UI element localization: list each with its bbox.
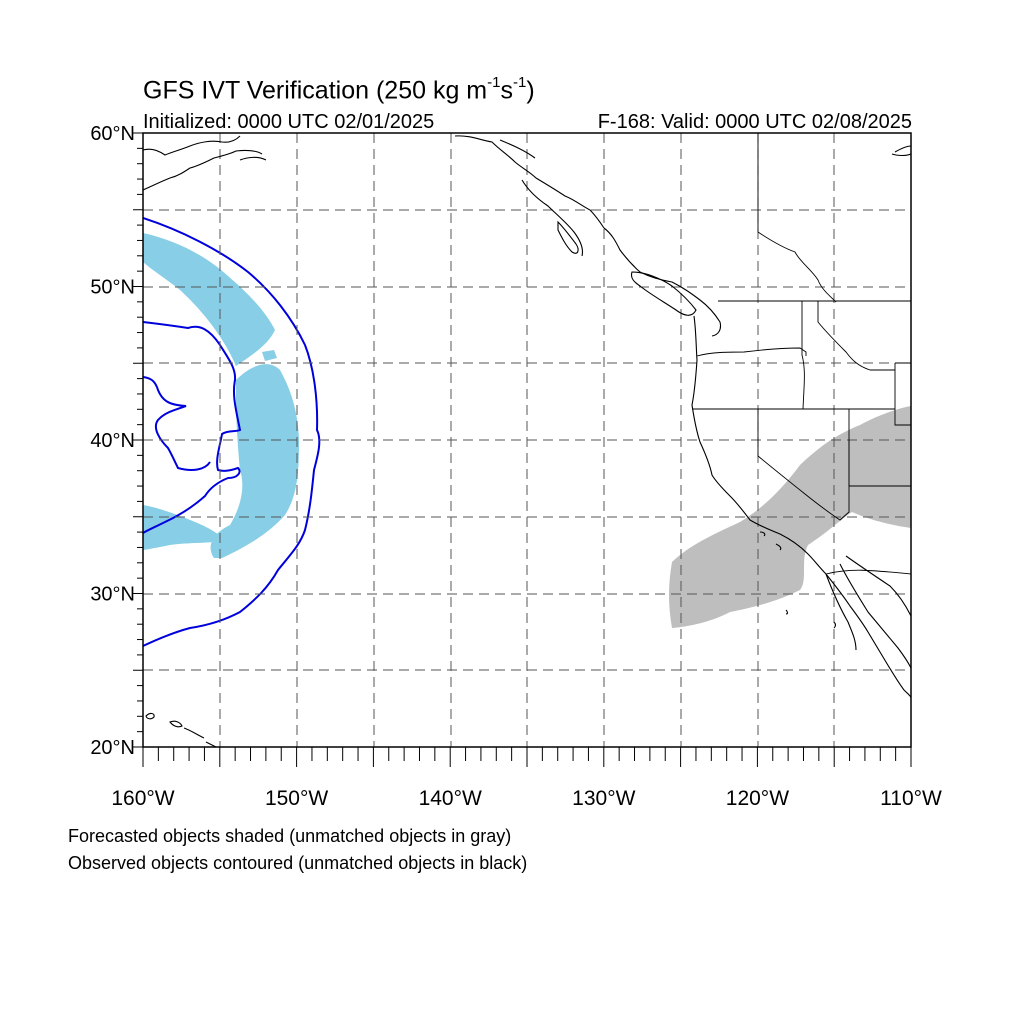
channel-islands bbox=[759, 531, 837, 629]
latitude-labels: 60°N 50°N 40°N 30°N 20°N bbox=[90, 123, 135, 759]
us-west-coast bbox=[691, 315, 857, 651]
utah-arizona-border bbox=[848, 440, 911, 487]
arizona-sonora-border bbox=[825, 569, 911, 575]
lat-tick-label: 40°N bbox=[90, 430, 135, 452]
haida-gwaii bbox=[557, 220, 579, 254]
observed-contour-outer bbox=[143, 217, 321, 647]
observed-contour-inner bbox=[143, 321, 242, 534]
lon-tick-label: 150°W bbox=[265, 787, 328, 810]
alaska-coast bbox=[143, 135, 267, 191]
observed-contour-west bbox=[143, 376, 211, 471]
lat-tick-label: 30°N bbox=[90, 584, 135, 606]
mexico-mainland-coast bbox=[845, 555, 911, 617]
vancouver-island bbox=[630, 271, 697, 316]
observed-matched-contours bbox=[143, 217, 321, 647]
forecast-object-small bbox=[262, 350, 277, 361]
lat-tick-label: 20°N bbox=[90, 737, 135, 759]
political-borders bbox=[692, 133, 911, 575]
legend-forecast-note: Forecasted objects shaded (unmatched obj… bbox=[68, 826, 512, 846]
montana-border bbox=[894, 362, 911, 426]
lon-tick-label: 120°W bbox=[726, 787, 789, 810]
nevada-border bbox=[757, 409, 850, 521]
lat-tick-label: 60°N bbox=[90, 123, 135, 145]
bc-coast bbox=[603, 227, 722, 337]
idaho-border bbox=[801, 301, 895, 410]
forecast-object-main bbox=[210, 364, 299, 558]
map-content bbox=[143, 133, 911, 747]
lon-tick-label: 140°W bbox=[419, 787, 482, 810]
lon-tick-label: 130°W bbox=[572, 787, 635, 810]
longitude-labels: 160°W 150°W 140°W 130°W 120°W 110°W bbox=[111, 787, 942, 810]
axis-ticks bbox=[133, 132, 912, 767]
lat-tick-label: 50°N bbox=[90, 277, 135, 299]
lon-tick-label: 160°W bbox=[111, 787, 174, 810]
coastlines bbox=[143, 135, 911, 747]
northern-coast-fragment bbox=[891, 145, 911, 157]
initialized-time: Initialized: 0000 UTC 02/01/2025 bbox=[143, 111, 435, 133]
alaska-panhandle bbox=[454, 135, 605, 257]
legend-observed-note: Observed objects contoured (unmatched ob… bbox=[68, 853, 528, 873]
lon-tick-label: 110°W bbox=[880, 787, 942, 810]
washington-oregon-border bbox=[696, 347, 807, 357]
graticule bbox=[143, 133, 911, 747]
forecast-matched-objects bbox=[143, 233, 299, 558]
forecast-object-left bbox=[143, 505, 224, 550]
valid-time: F-168: Valid: 0000 UTC 02/08/2025 bbox=[597, 111, 912, 133]
hawaii-islands bbox=[145, 712, 217, 747]
forecast-object-arc bbox=[143, 233, 275, 366]
bc-alberta-border bbox=[757, 133, 837, 303]
plot-title: GFS IVT Verification (250 kg m-1s-1) bbox=[143, 74, 535, 105]
baja-coast bbox=[825, 563, 911, 699]
